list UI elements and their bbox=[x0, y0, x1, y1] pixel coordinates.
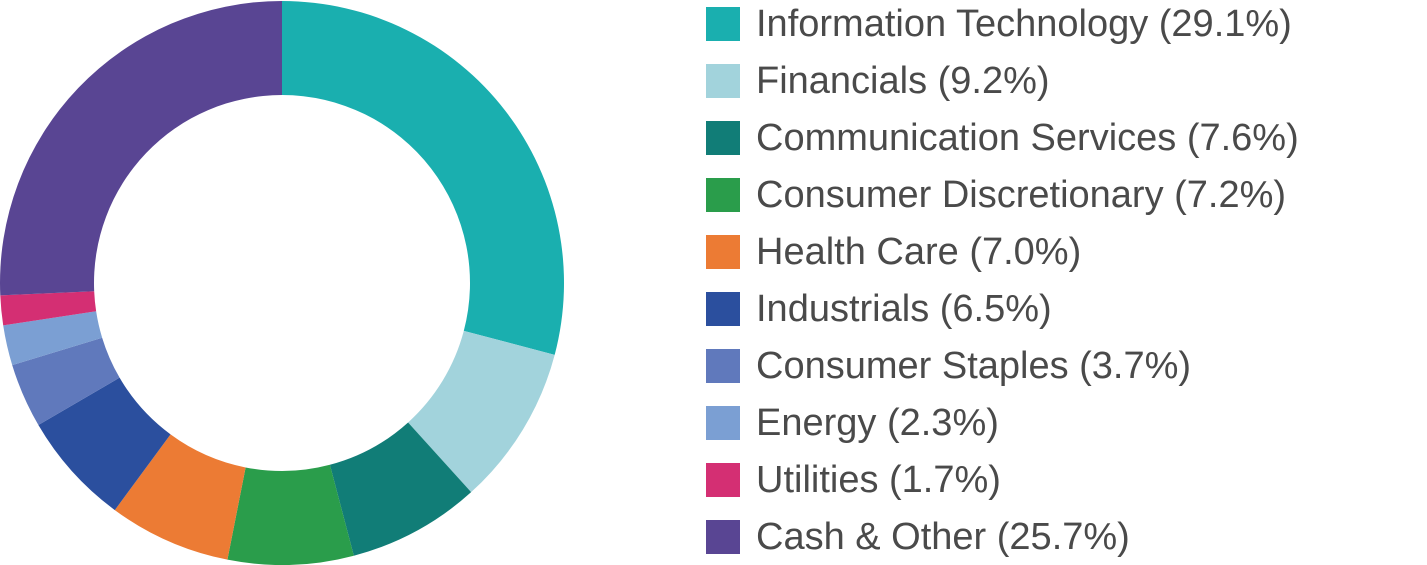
legend-label: Health Care (7.0%) bbox=[756, 231, 1082, 273]
legend-label: Communication Services (7.6%) bbox=[756, 117, 1299, 159]
legend-item: Information Technology (29.1%) bbox=[706, 4, 1292, 44]
legend-label: Consumer Discretionary (7.2%) bbox=[756, 174, 1287, 216]
legend-label: Energy (2.3%) bbox=[756, 402, 999, 444]
donut-slice-2 bbox=[329, 422, 472, 556]
legend-label: Utilities (1.7%) bbox=[756, 459, 1001, 501]
legend-label: Cash & Other (25.7%) bbox=[756, 516, 1130, 558]
legend-item: Communication Services (7.6%) bbox=[706, 118, 1299, 158]
donut-slice-6 bbox=[12, 337, 120, 426]
donut-slice-4 bbox=[114, 434, 246, 560]
donut-slice-9 bbox=[0, 1, 283, 296]
donut-slice-5 bbox=[38, 377, 171, 511]
donut-slice-8 bbox=[0, 291, 97, 326]
legend-label: Financials (9.2%) bbox=[756, 60, 1050, 102]
legend-item: Energy (2.3%) bbox=[706, 403, 999, 443]
legend-item: Health Care (7.0%) bbox=[706, 232, 1081, 272]
legend-item: Cash & Other (25.7%) bbox=[706, 517, 1130, 557]
legend-label: Consumer Staples (3.7%) bbox=[756, 345, 1192, 387]
donut-slice-7 bbox=[3, 311, 103, 366]
donut-slice-1 bbox=[408, 330, 555, 493]
legend-item: Industrials (6.5%) bbox=[706, 289, 1052, 329]
legend-item: Financials (9.2%) bbox=[706, 61, 1050, 101]
chart-legend: Information Technology (29.1%) Financials… bbox=[706, 0, 1421, 565]
donut-chart bbox=[0, 1, 564, 565]
legend-swatch bbox=[706, 406, 740, 440]
legend-swatch bbox=[706, 235, 740, 269]
legend-label: Information Technology (29.1%) bbox=[756, 3, 1292, 45]
legend-item: Consumer Staples (3.7%) bbox=[706, 346, 1191, 386]
donut-slice-3 bbox=[227, 464, 354, 565]
legend-item: Utilities (1.7%) bbox=[706, 460, 1001, 500]
legend-swatch bbox=[706, 349, 740, 383]
legend-swatch bbox=[706, 520, 740, 554]
legend-swatch bbox=[706, 64, 740, 98]
legend-swatch bbox=[706, 463, 740, 497]
legend-swatch bbox=[706, 121, 740, 155]
legend-item: Consumer Discretionary (7.2%) bbox=[706, 175, 1286, 215]
legend-swatch bbox=[706, 292, 740, 326]
donut-slice-0 bbox=[282, 1, 564, 355]
legend-swatch bbox=[706, 7, 740, 41]
legend-label: Industrials (6.5%) bbox=[756, 288, 1052, 330]
legend-swatch bbox=[706, 178, 740, 212]
